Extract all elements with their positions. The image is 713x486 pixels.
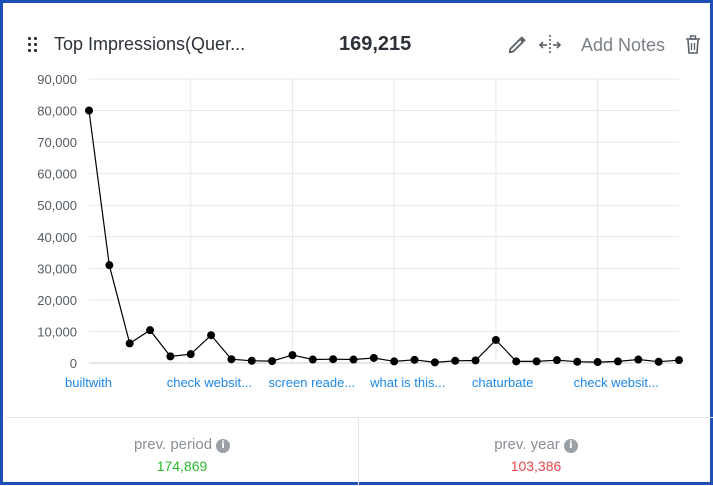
widget-total: 169,215 xyxy=(339,33,412,55)
data-point xyxy=(593,358,602,367)
data-point xyxy=(85,106,93,115)
impressions-line-chart: 0 10,000 20,000 30,000 40,000 50,000 60,000 70,… xyxy=(37,72,683,390)
data-point xyxy=(532,357,541,366)
data-point xyxy=(227,355,236,364)
data-point xyxy=(451,356,460,365)
prev-year-value: 103,386 xyxy=(510,458,562,474)
y-tick-label: 10,000 xyxy=(37,324,77,339)
y-tick-label: 60,000 xyxy=(37,167,77,182)
y-tick-label: 20,000 xyxy=(37,293,77,308)
x-category-label[interactable]: chaturbate xyxy=(472,375,533,390)
data-point xyxy=(186,350,195,359)
data-point xyxy=(634,355,643,364)
data-point xyxy=(491,335,500,344)
data-point xyxy=(349,355,358,364)
widget-header: Top Impressions(Quer... 169,215 Add Note… xyxy=(6,6,713,76)
data-point xyxy=(512,357,521,366)
data-point xyxy=(207,331,216,340)
data-point xyxy=(573,357,582,366)
x-category-label[interactable]: check websit... xyxy=(167,375,252,390)
data-point xyxy=(471,356,480,365)
data-point xyxy=(552,356,561,365)
prev-period-label: prev. period xyxy=(133,436,213,453)
data-point xyxy=(146,326,155,335)
data-point xyxy=(166,352,175,361)
x-category-label[interactable]: builtwith xyxy=(65,375,112,390)
data-point xyxy=(125,339,134,348)
data-point xyxy=(410,355,419,364)
x-category-label[interactable]: what is this... xyxy=(369,375,445,390)
prev-year-label: prev. year xyxy=(494,436,560,453)
y-tick-label: 90,000 xyxy=(37,72,77,87)
trash-icon[interactable] xyxy=(684,35,702,55)
data-point xyxy=(390,357,399,366)
x-category-label[interactable]: screen reade... xyxy=(268,375,355,390)
y-tick-label: 30,000 xyxy=(37,261,77,276)
data-point xyxy=(329,355,338,364)
prev-year-cell: prev. year i 103,386 xyxy=(359,418,713,486)
widget-title: Top Impressions(Quer... xyxy=(54,34,246,54)
data-point xyxy=(654,357,663,366)
info-icon[interactable]: i xyxy=(216,439,231,453)
y-tick-label: 40,000 xyxy=(37,230,77,245)
drag-handle-icon[interactable] xyxy=(28,37,40,53)
add-notes-button[interactable]: Add Notes xyxy=(581,35,666,55)
y-tick-label: 70,000 xyxy=(37,135,77,150)
data-point xyxy=(247,356,256,365)
move-icon[interactable] xyxy=(538,33,562,57)
data-point xyxy=(308,355,317,364)
data-point xyxy=(430,358,439,367)
data-point xyxy=(105,261,114,270)
y-tick-label: 80,000 xyxy=(37,104,77,119)
y-tick-label: 0 xyxy=(70,356,77,371)
comparison-footer: prev. period i 174,869 prev. year i 103,38… xyxy=(6,417,713,486)
prev-period-cell: prev. period i 174,869 xyxy=(6,418,359,486)
data-point xyxy=(268,357,277,366)
x-category-label[interactable]: check websit... xyxy=(574,375,659,390)
data-point xyxy=(369,353,378,362)
data-point xyxy=(675,356,683,365)
data-point xyxy=(288,351,297,360)
data-point xyxy=(613,357,622,366)
y-tick-label: 50,000 xyxy=(37,198,77,213)
prev-period-value: 174,869 xyxy=(156,458,208,474)
pencil-icon[interactable] xyxy=(506,34,528,56)
info-icon[interactable]: i xyxy=(563,439,578,453)
